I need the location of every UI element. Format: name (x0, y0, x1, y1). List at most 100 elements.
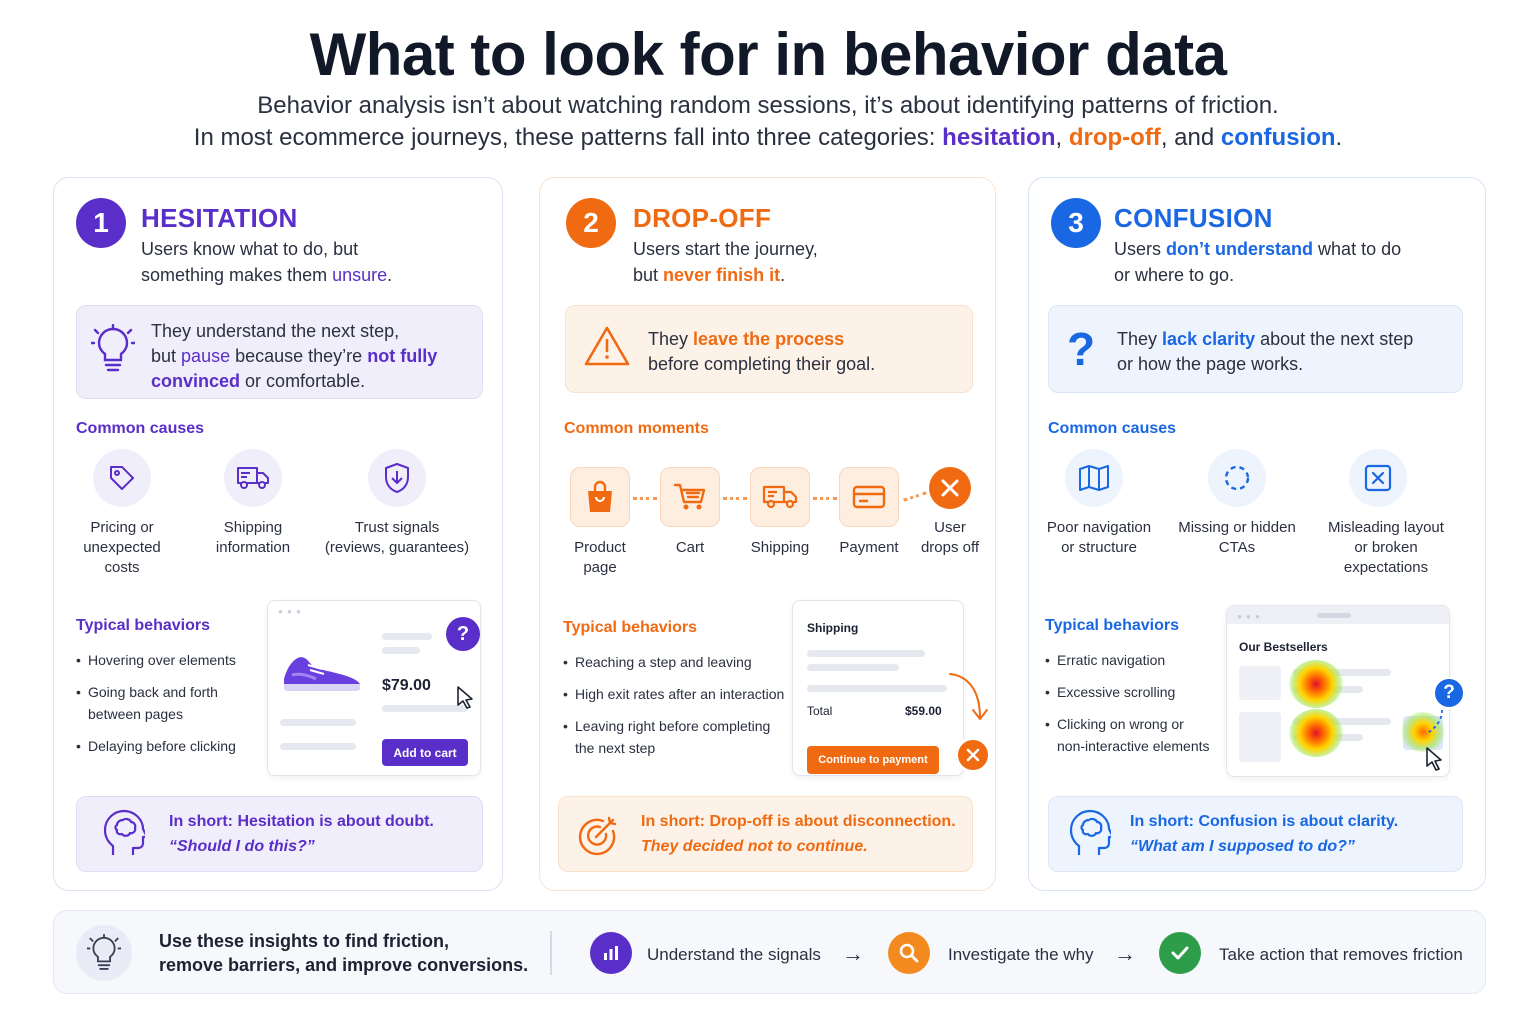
cause-line: CTAs (1218, 539, 1256, 556)
callout-line: They understand the next step, (151, 321, 400, 341)
cause-line: expectations (1343, 559, 1429, 576)
checkmark-icon (1159, 932, 1201, 974)
product-card-mock: ● ● ● $79.00 Add to cart (267, 600, 481, 776)
callout-line: They leave the process (648, 327, 875, 352)
total-label: Total (807, 704, 833, 718)
brain-head-icon (103, 809, 149, 864)
cause-line: or broken (1354, 539, 1418, 556)
lightbulb-icon (89, 323, 137, 379)
subtitle-line-1: Behavior analysis isn’t about watching r… (257, 92, 1279, 119)
window-dots: ● ● ● (278, 607, 302, 616)
hesitation-causes-heading: Common causes (76, 420, 205, 437)
continue-to-payment-button[interactable]: Continue to payment (807, 746, 939, 774)
arrow-right-icon: → (842, 941, 864, 966)
keyword-dropoff: drop-off (1068, 124, 1161, 151)
desc-text: something makes them (141, 265, 328, 285)
dropoff-behaviors-list: Reaching a step and leaving High exit ra… (563, 651, 793, 769)
cause-line: or structure (1061, 539, 1137, 556)
dropoff-summary-quote: They decided not to continue. (641, 838, 868, 855)
add-to-cart-button[interactable]: Add to cart (382, 739, 468, 766)
callout-keyword: convinced (151, 371, 241, 391)
behavior-item: Clicking on wrong or (1045, 713, 1225, 735)
hesitation-summary-quote: “Should I do this?” (169, 838, 315, 855)
dropoff-card: 2 DROP-OFF Users start the journey, but … (539, 177, 996, 891)
truck-icon (750, 467, 810, 527)
cause-line: Pricing or (90, 519, 154, 536)
callout-line: but pause because they’re not fully (151, 344, 437, 369)
hesitation-desc-line: Users know what to do, but (141, 239, 359, 259)
behavior-item: Hovering over elements (76, 649, 256, 671)
behavior-item: Reaching a step and leaving (563, 651, 793, 673)
footer-step-action: Take action that removes friction (1219, 945, 1463, 964)
dropoff-desc-line: Users start the journey, (633, 239, 818, 259)
divider (550, 931, 552, 975)
confusion-desc-line: Users don’t understand what to do (1114, 236, 1401, 262)
step-label-payment: Payment (839, 539, 899, 556)
dropoff-desc-line: but never finish it. (633, 262, 818, 288)
target-icon (575, 813, 621, 864)
confusion-summary-quote: “What am I supposed to do?” (1130, 838, 1355, 855)
page-title: What to look for in behavior data (309, 21, 1227, 88)
behavior-item-continued: non-interactive elements (1057, 738, 1210, 754)
flow-connector (903, 491, 927, 502)
step-line: page (583, 559, 617, 576)
cause-line: Trust signals (354, 519, 440, 536)
footer-message: Use these insights to find friction, rem… (159, 929, 528, 977)
product-price: $79.00 (382, 677, 431, 694)
placeholder-image (1239, 712, 1281, 762)
magnifier-icon (888, 932, 930, 974)
desc-text: what to do (1318, 239, 1402, 259)
sneaker-icon (280, 645, 364, 698)
dashed-target-icon (1208, 449, 1266, 507)
callout-text: but (151, 346, 177, 366)
desc-keyword: don’t understand (1166, 239, 1314, 259)
desc-text: but (633, 265, 659, 285)
close-icon (929, 467, 971, 509)
dashed-connector (1424, 708, 1448, 743)
behavior-item: Leaving right before completing (563, 715, 793, 737)
subtitle-period: . (1335, 124, 1343, 151)
keyword-hesitation: hesitation (942, 124, 1056, 151)
callout-text: because they’re (235, 346, 363, 366)
question-mark-icon: ? (1067, 323, 1096, 375)
callout-text: They (1117, 329, 1158, 349)
confusion-behaviors-list: Erratic navigation Excessive scrolling C… (1045, 649, 1225, 767)
window-dots: ● ● ● (1237, 612, 1261, 621)
cause-label-trust: Trust signals (reviews, guarantees) (322, 518, 472, 558)
callout-line: before completing their goal. (648, 354, 876, 374)
curved-arrow-icon (948, 672, 992, 729)
desc-text: Users (1114, 239, 1162, 259)
callout-keyword: pause (181, 346, 231, 366)
placeholder-image (1239, 666, 1281, 700)
dropoff-title: DROP-OFF (633, 203, 772, 233)
heatmap-mock: ● ● ● Our Bestsellers (1226, 605, 1450, 777)
cause-line: unexpected (83, 539, 161, 556)
bar-chart-icon (590, 932, 632, 974)
confusion-callout-text: They lack clarity about the next step or… (1117, 327, 1413, 377)
cause-line: Shipping (223, 519, 283, 536)
subtitle-and: , and (1160, 124, 1215, 151)
step-label-shipping: Shipping (750, 539, 810, 556)
footer-line: Use these insights to find friction, (159, 931, 450, 951)
desc-text: . (387, 265, 393, 285)
hesitation-desc-line: something makes them unsure. (141, 262, 392, 288)
footer-step-investigate: Investigate the why (948, 945, 1094, 964)
question-badge: ? (446, 617, 480, 651)
behavior-item-continued: the next step (575, 740, 656, 756)
confusion-card: 3 CONFUSION Users don’t understand what … (1028, 177, 1486, 891)
cause-label-ctas: Missing or hidden CTAs (1173, 518, 1301, 558)
confusion-summary: In short: Confusion is about clarity. “W… (1048, 796, 1463, 872)
checkout-mock: Shipping Total $59.00 Continue to paymen… (792, 600, 964, 776)
callout-line: They lack clarity about the next step (1117, 327, 1413, 352)
cursor-icon (456, 685, 474, 714)
confusion-causes-heading: Common causes (1048, 420, 1177, 437)
footer-bar: Use these insights to find friction, rem… (53, 910, 1486, 994)
price-tag-icon (93, 449, 151, 507)
dropoff-number: 2 (566, 198, 616, 248)
keyword-confusion: confusion (1220, 124, 1336, 151)
heatmap-spot (1289, 660, 1343, 708)
cause-line: Missing or hidden (1178, 519, 1296, 536)
callout-text: about the next step (1260, 329, 1414, 349)
bestsellers-heading: Our Bestsellers (1239, 640, 1328, 654)
hesitation-callout: They understand the next step, but pause… (76, 305, 483, 399)
